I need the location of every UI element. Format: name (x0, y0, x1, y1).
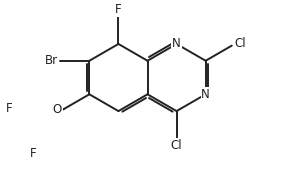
Text: O: O (53, 103, 62, 116)
Text: N: N (201, 88, 210, 101)
Text: Cl: Cl (171, 139, 182, 152)
Text: Br: Br (45, 54, 58, 67)
Text: F: F (30, 147, 37, 160)
Text: Cl: Cl (234, 37, 245, 50)
Text: F: F (115, 3, 122, 16)
Text: N: N (172, 37, 181, 51)
Text: F: F (6, 102, 13, 115)
